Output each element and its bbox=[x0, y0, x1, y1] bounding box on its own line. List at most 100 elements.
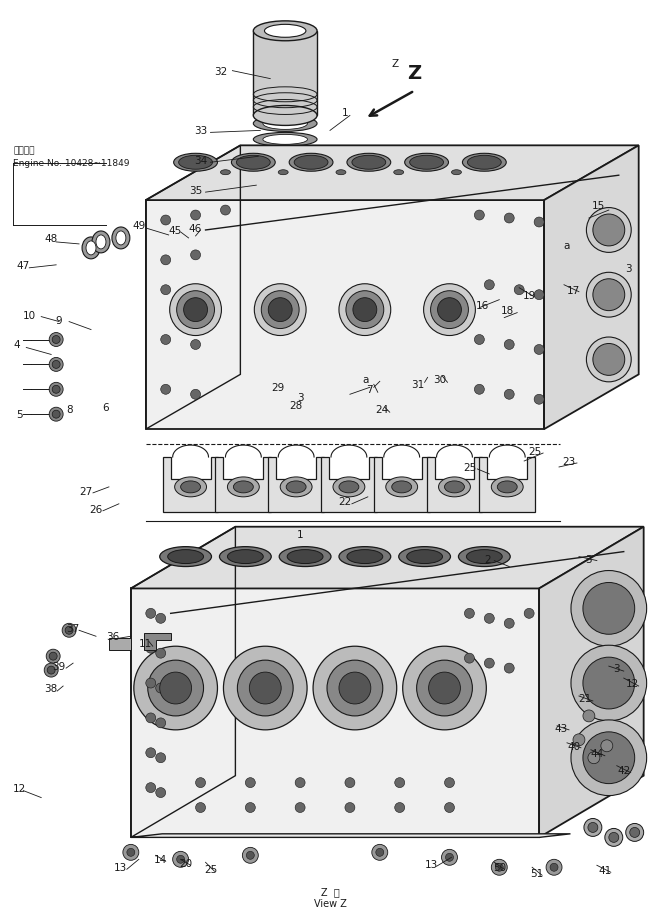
Text: 51: 51 bbox=[530, 868, 544, 879]
Text: 17: 17 bbox=[567, 286, 580, 295]
Circle shape bbox=[583, 583, 635, 634]
Circle shape bbox=[495, 863, 503, 871]
Text: 5: 5 bbox=[16, 410, 22, 420]
Text: 20: 20 bbox=[179, 858, 192, 868]
Circle shape bbox=[534, 346, 544, 355]
Circle shape bbox=[134, 646, 218, 730]
Circle shape bbox=[156, 614, 166, 624]
Polygon shape bbox=[426, 458, 482, 512]
Circle shape bbox=[176, 856, 185, 863]
Ellipse shape bbox=[346, 291, 384, 329]
Ellipse shape bbox=[289, 154, 333, 172]
Circle shape bbox=[161, 335, 170, 346]
Circle shape bbox=[534, 395, 544, 404]
Ellipse shape bbox=[279, 547, 331, 567]
Circle shape bbox=[584, 819, 602, 836]
Circle shape bbox=[474, 210, 484, 221]
Text: 33: 33 bbox=[194, 126, 207, 136]
Polygon shape bbox=[144, 633, 170, 651]
Circle shape bbox=[195, 777, 205, 788]
Circle shape bbox=[605, 829, 622, 846]
Circle shape bbox=[148, 661, 203, 716]
Circle shape bbox=[49, 334, 63, 347]
Circle shape bbox=[403, 646, 486, 730]
Text: 40: 40 bbox=[567, 741, 580, 751]
Ellipse shape bbox=[287, 550, 323, 564]
Text: 6: 6 bbox=[103, 403, 109, 413]
Text: 22: 22 bbox=[338, 496, 351, 506]
Circle shape bbox=[534, 290, 544, 301]
Circle shape bbox=[52, 336, 60, 344]
Ellipse shape bbox=[184, 299, 207, 323]
Ellipse shape bbox=[263, 119, 307, 130]
Circle shape bbox=[573, 734, 585, 746]
Ellipse shape bbox=[168, 550, 203, 564]
Circle shape bbox=[395, 777, 405, 788]
Ellipse shape bbox=[430, 291, 468, 329]
Circle shape bbox=[191, 340, 201, 350]
Circle shape bbox=[465, 653, 474, 664]
Text: 16: 16 bbox=[476, 301, 489, 311]
Ellipse shape bbox=[253, 133, 317, 147]
Circle shape bbox=[146, 748, 156, 758]
Circle shape bbox=[249, 673, 281, 704]
Circle shape bbox=[65, 627, 73, 634]
Text: 28: 28 bbox=[290, 401, 303, 411]
Circle shape bbox=[571, 720, 647, 796]
Ellipse shape bbox=[438, 299, 461, 323]
Ellipse shape bbox=[263, 135, 307, 145]
Ellipse shape bbox=[268, 299, 292, 323]
Circle shape bbox=[504, 214, 514, 223]
Ellipse shape bbox=[339, 482, 359, 494]
Bar bbox=[253, 32, 317, 117]
Circle shape bbox=[417, 661, 472, 716]
Ellipse shape bbox=[181, 482, 201, 494]
Ellipse shape bbox=[386, 477, 418, 497]
Ellipse shape bbox=[586, 337, 631, 382]
Circle shape bbox=[52, 386, 60, 394]
Ellipse shape bbox=[586, 273, 631, 318]
Text: a: a bbox=[363, 375, 369, 385]
Circle shape bbox=[127, 848, 135, 857]
Circle shape bbox=[160, 673, 191, 704]
Ellipse shape bbox=[265, 26, 306, 39]
Text: 38: 38 bbox=[45, 684, 58, 693]
Circle shape bbox=[474, 335, 484, 346]
Ellipse shape bbox=[220, 171, 230, 176]
Polygon shape bbox=[268, 458, 324, 512]
Circle shape bbox=[47, 666, 55, 675]
Polygon shape bbox=[321, 458, 377, 512]
Text: 49: 49 bbox=[132, 221, 145, 231]
Text: Z: Z bbox=[407, 64, 422, 83]
Circle shape bbox=[156, 718, 166, 728]
Text: 適用号機: 適用号機 bbox=[13, 146, 35, 155]
Text: 32: 32 bbox=[214, 66, 227, 76]
Circle shape bbox=[588, 752, 600, 764]
Text: 45: 45 bbox=[168, 226, 182, 235]
Ellipse shape bbox=[234, 482, 253, 494]
Circle shape bbox=[345, 802, 355, 812]
Text: 3: 3 bbox=[625, 264, 632, 274]
Ellipse shape bbox=[294, 156, 328, 170]
Text: 9: 9 bbox=[56, 315, 63, 325]
Polygon shape bbox=[131, 834, 570, 837]
Bar bbox=[109, 639, 131, 651]
Ellipse shape bbox=[347, 550, 383, 564]
Text: 39: 39 bbox=[53, 662, 66, 672]
Circle shape bbox=[376, 848, 384, 857]
Text: Z: Z bbox=[391, 59, 398, 69]
Ellipse shape bbox=[586, 209, 631, 253]
Text: 47: 47 bbox=[16, 261, 30, 270]
Circle shape bbox=[428, 673, 461, 704]
Ellipse shape bbox=[253, 22, 317, 41]
Polygon shape bbox=[131, 589, 539, 837]
Text: 14: 14 bbox=[154, 855, 167, 865]
Text: 25: 25 bbox=[463, 462, 476, 472]
Ellipse shape bbox=[339, 547, 391, 567]
Text: 36: 36 bbox=[107, 631, 120, 641]
Text: 13: 13 bbox=[114, 862, 128, 872]
Ellipse shape bbox=[492, 477, 523, 497]
Text: 46: 46 bbox=[188, 223, 201, 233]
Circle shape bbox=[172, 851, 189, 868]
Circle shape bbox=[546, 859, 562, 875]
